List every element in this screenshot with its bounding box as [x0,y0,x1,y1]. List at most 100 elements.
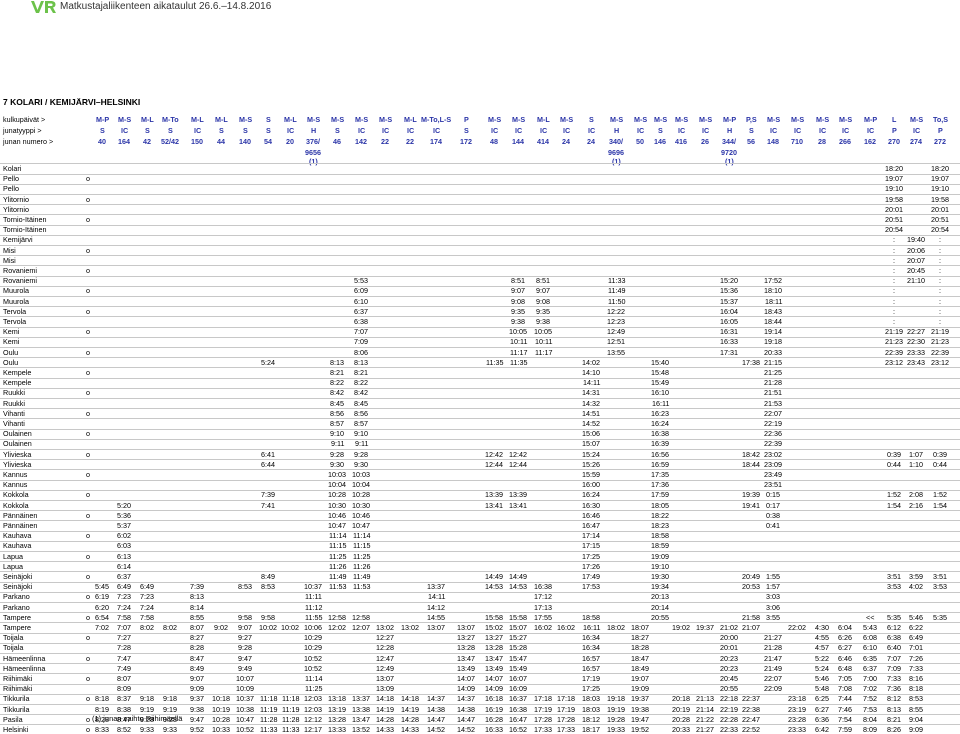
time-cell: 12:07 [352,623,370,632]
time-cell: 3:53 [887,582,901,592]
time-cell: 22:39 [764,439,782,449]
time-cell: 9:09 [909,725,923,734]
time-cell: 14:47 [427,714,445,724]
time-cell: 12:49 [607,327,625,337]
time-cell: 14:09 [485,684,503,694]
time-cell: 4:55 [815,633,829,643]
time-cell: 11:53 [353,582,371,592]
time-cell: 21:27 [764,633,782,643]
time-cell: 1:07 [909,449,923,459]
row-divider [0,449,960,450]
station-name: Parkano [3,602,30,612]
header-cell: 340/ [609,137,623,146]
header-cell: 9720 [721,148,737,157]
time-cell: 23:19 [788,704,806,714]
time-cell: 11:25 [329,551,347,561]
time-cell: 17:53 [582,582,600,592]
header-cell: 28 [818,137,826,146]
time-cell: 8:06 [354,347,368,357]
time-cell: 13:07 [457,623,475,632]
row-divider [0,663,960,665]
row-divider [0,194,960,195]
time-cell: 10:28 [328,490,346,500]
time-cell: 10:03 [328,470,346,479]
header-cell: IC [563,126,571,135]
time-cell: 5:46 [909,612,923,622]
time-cell: 19:47 [631,714,649,724]
time-cell: 1:55 [766,572,780,581]
arrival-marker: o [86,449,90,459]
time-cell: 8:51 [511,276,525,286]
time-cell: 1:10 [909,459,923,469]
time-cell: 8:51 [536,276,550,286]
time-cell: 6:38 [887,633,901,643]
time-cell: 11:14 [329,531,347,541]
time-cell: 13:28 [328,714,346,724]
time-cell: 16:38 [651,429,669,439]
time-cell: 10:11 [535,337,553,347]
header-cell: S [266,126,271,135]
station-name: Helsinki [3,725,29,734]
time-cell: 8:52 [117,725,131,734]
header-cell: S [243,126,248,135]
time-cell: 21:53 [764,398,782,408]
time-cell: 16:24 [582,490,600,500]
time-cell: 9:28 [330,449,344,459]
time-cell: 7:02 [95,623,109,632]
time-cell: 10:38 [236,704,254,714]
time-cell: : [939,276,941,286]
time-cell: 11:26 [353,561,371,571]
header-cell: 266 [839,137,851,146]
time-cell: 1:57 [766,582,780,592]
time-cell: 11:15 [329,541,347,551]
time-cell: 22:39 [931,347,949,357]
row-divider [0,234,960,236]
time-cell: 15:58 [485,612,503,622]
arrival-marker: o [86,388,90,398]
time-cell: 16:37 [509,694,527,704]
time-cell: 7:09 [354,337,368,347]
time-cell: 13:27 [485,633,503,643]
time-cell: 23:18 [788,694,806,704]
time-cell: 7:08 [838,684,852,694]
header-cell: IC [588,126,596,135]
time-cell: 16:02 [557,623,575,632]
row-divider [0,398,960,399]
time-cell: 13:47 [352,714,370,724]
time-cell: 10:29 [304,643,322,653]
time-cell: : [893,317,895,326]
header-cell: 148 [767,137,779,146]
time-cell: 15:36 [720,286,738,296]
header-cell: M-L [404,115,417,124]
time-cell: 12:47 [376,653,394,663]
header-cell: M-L [284,115,297,124]
time-cell: 11:18 [282,694,300,704]
header-cell: M-L [215,115,228,124]
time-cell: 5:35 [887,612,901,622]
time-cell: 14:07 [485,674,503,683]
time-cell: 9:08 [511,296,525,306]
header-cell: S [658,126,663,135]
time-cell: 21:19 [931,327,949,337]
time-cell: 5:37 [117,521,131,530]
time-cell: 13:18 [328,694,346,704]
time-cell: 16:19 [485,704,503,714]
arrival-marker: o [86,194,90,204]
time-cell: 14:52 [457,725,475,734]
time-cell: 6:54 [95,612,109,622]
time-cell: 17:55 [534,612,552,622]
time-cell: 16:56 [651,449,669,459]
row-divider [0,469,960,471]
time-cell: 6:08 [863,633,877,643]
station-name: Ruukki [3,398,25,408]
time-cell: 15:28 [509,643,527,653]
time-cell: 11:50 [608,296,626,306]
header-cell: 42 [143,137,151,146]
arrival-marker: o [86,725,90,734]
time-cell: 11:33 [260,725,278,734]
header-cell: M-S [654,115,668,124]
time-cell: 21:14 [696,704,714,714]
time-cell: 19:28 [607,714,625,724]
time-cell: : [893,276,895,286]
time-cell: 14:28 [376,714,394,724]
